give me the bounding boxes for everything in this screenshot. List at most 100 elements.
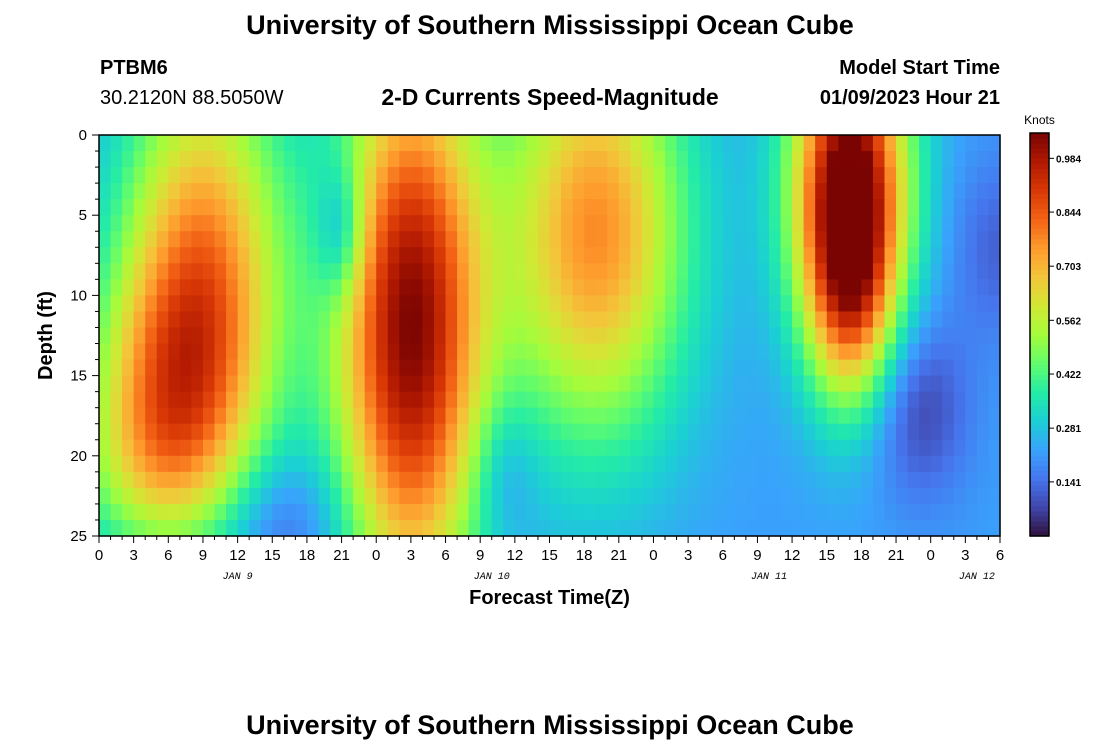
heatmap-cell — [526, 247, 539, 264]
heatmap-cell — [168, 231, 181, 248]
heatmap-cell — [722, 375, 735, 393]
heatmap-cell — [237, 391, 250, 409]
heatmap-cell — [330, 327, 343, 345]
heatmap-cell — [884, 151, 897, 168]
heatmap-cell — [942, 279, 955, 296]
heatmap-cell — [364, 295, 377, 313]
heatmap-cell — [260, 375, 273, 393]
heatmap-cell — [202, 423, 216, 441]
chart-title: 2-D Currents Speed-Magnitude — [381, 84, 719, 110]
heatmap-cell — [249, 311, 262, 329]
heatmap-cell — [988, 343, 1001, 361]
heatmap-cell — [757, 407, 770, 425]
heatmap-cell — [768, 391, 782, 409]
heatmap-cell — [445, 423, 458, 441]
heatmap-cell — [237, 503, 250, 521]
heatmap-cell — [156, 167, 169, 184]
heatmap-cell — [595, 167, 608, 184]
heatmap-cell — [410, 487, 424, 505]
heatmap-cell — [156, 311, 169, 329]
heatmap-cell — [849, 231, 862, 248]
heatmap-cell — [156, 151, 169, 168]
heatmap-cell — [503, 215, 516, 232]
heatmap-cell — [318, 311, 331, 329]
heatmap-cell — [399, 375, 412, 393]
heatmap-cell — [768, 295, 782, 313]
heatmap-cell — [584, 215, 597, 232]
heatmap-cell — [445, 439, 458, 457]
heatmap-cell — [976, 519, 990, 537]
heatmap-cell — [653, 263, 666, 280]
colorbar-segment — [1030, 344, 1049, 351]
heatmap-cell — [318, 503, 331, 521]
heatmap-cell — [514, 135, 527, 152]
heatmap-cell — [676, 263, 689, 280]
y-tick-label: 5 — [79, 207, 87, 224]
heatmap-cell — [353, 231, 366, 248]
heatmap-cell — [179, 343, 193, 361]
x-tick-label: 12 — [507, 547, 524, 564]
heatmap-cell — [457, 407, 470, 425]
heatmap-cell — [272, 295, 285, 313]
heatmap-cell — [260, 183, 273, 200]
heatmap-cell — [179, 439, 193, 457]
heatmap-cell — [584, 391, 597, 409]
heatmap-cell — [780, 343, 793, 361]
heatmap-cell — [572, 247, 585, 264]
heatmap-cell — [607, 183, 620, 200]
colorbar-segment — [1030, 299, 1049, 305]
heatmap-cell — [976, 423, 990, 441]
heatmap-cell — [191, 263, 204, 280]
heatmap-cell — [803, 455, 816, 473]
heatmap-cell — [110, 359, 123, 377]
heatmap-cell — [168, 279, 181, 296]
heatmap-cell — [122, 151, 135, 168]
heatmap-cell — [976, 247, 990, 264]
colorbar-tick-label: 0.844 — [1056, 208, 1081, 219]
heatmap-cell — [283, 327, 296, 345]
heatmap-cell — [145, 151, 158, 168]
heatmap-cell — [214, 471, 227, 489]
heatmap-cell — [480, 167, 493, 184]
heatmap-cell — [792, 295, 805, 313]
colorbar-segment — [1030, 274, 1049, 280]
heatmap-cell — [849, 247, 862, 264]
heatmap-cell — [688, 327, 701, 345]
heatmap-cell — [491, 407, 504, 425]
heatmap-cell — [387, 295, 400, 313]
heatmap-cell — [191, 519, 204, 537]
heatmap-cell — [214, 359, 227, 377]
heatmap-cell — [503, 311, 516, 329]
heatmap-cell — [202, 359, 216, 377]
heatmap-cell — [549, 183, 562, 200]
heatmap-cell — [191, 247, 204, 264]
heatmap-cell — [457, 375, 470, 393]
heatmap-cell — [826, 503, 839, 521]
heatmap-cell — [745, 295, 759, 313]
heatmap-cell — [514, 359, 527, 377]
heatmap-cell — [99, 407, 112, 425]
heatmap-cell — [526, 375, 539, 393]
heatmap-cell — [907, 311, 920, 329]
heatmap-cell — [549, 151, 562, 168]
heatmap-cell — [838, 503, 851, 521]
heatmap-cell — [942, 343, 955, 361]
heatmap-cell — [930, 135, 943, 152]
heatmap-cell — [988, 423, 1001, 441]
heatmap-cell — [457, 279, 470, 296]
heatmap-cell — [249, 263, 262, 280]
heatmap-cell — [168, 295, 181, 313]
heatmap-cell — [919, 519, 932, 537]
heatmap-cell — [711, 471, 724, 489]
heatmap-cell — [433, 167, 447, 184]
heatmap-cell — [295, 135, 308, 152]
heatmap-cell — [237, 407, 250, 425]
heatmap-cell — [306, 471, 320, 489]
heatmap-cell — [896, 439, 909, 457]
heatmap-cell — [584, 327, 597, 345]
heatmap-cell — [630, 359, 643, 377]
heatmap-cell — [722, 151, 735, 168]
heatmap-cell — [283, 151, 296, 168]
heatmap-cell — [676, 295, 689, 313]
heatmap-cell — [330, 519, 343, 537]
